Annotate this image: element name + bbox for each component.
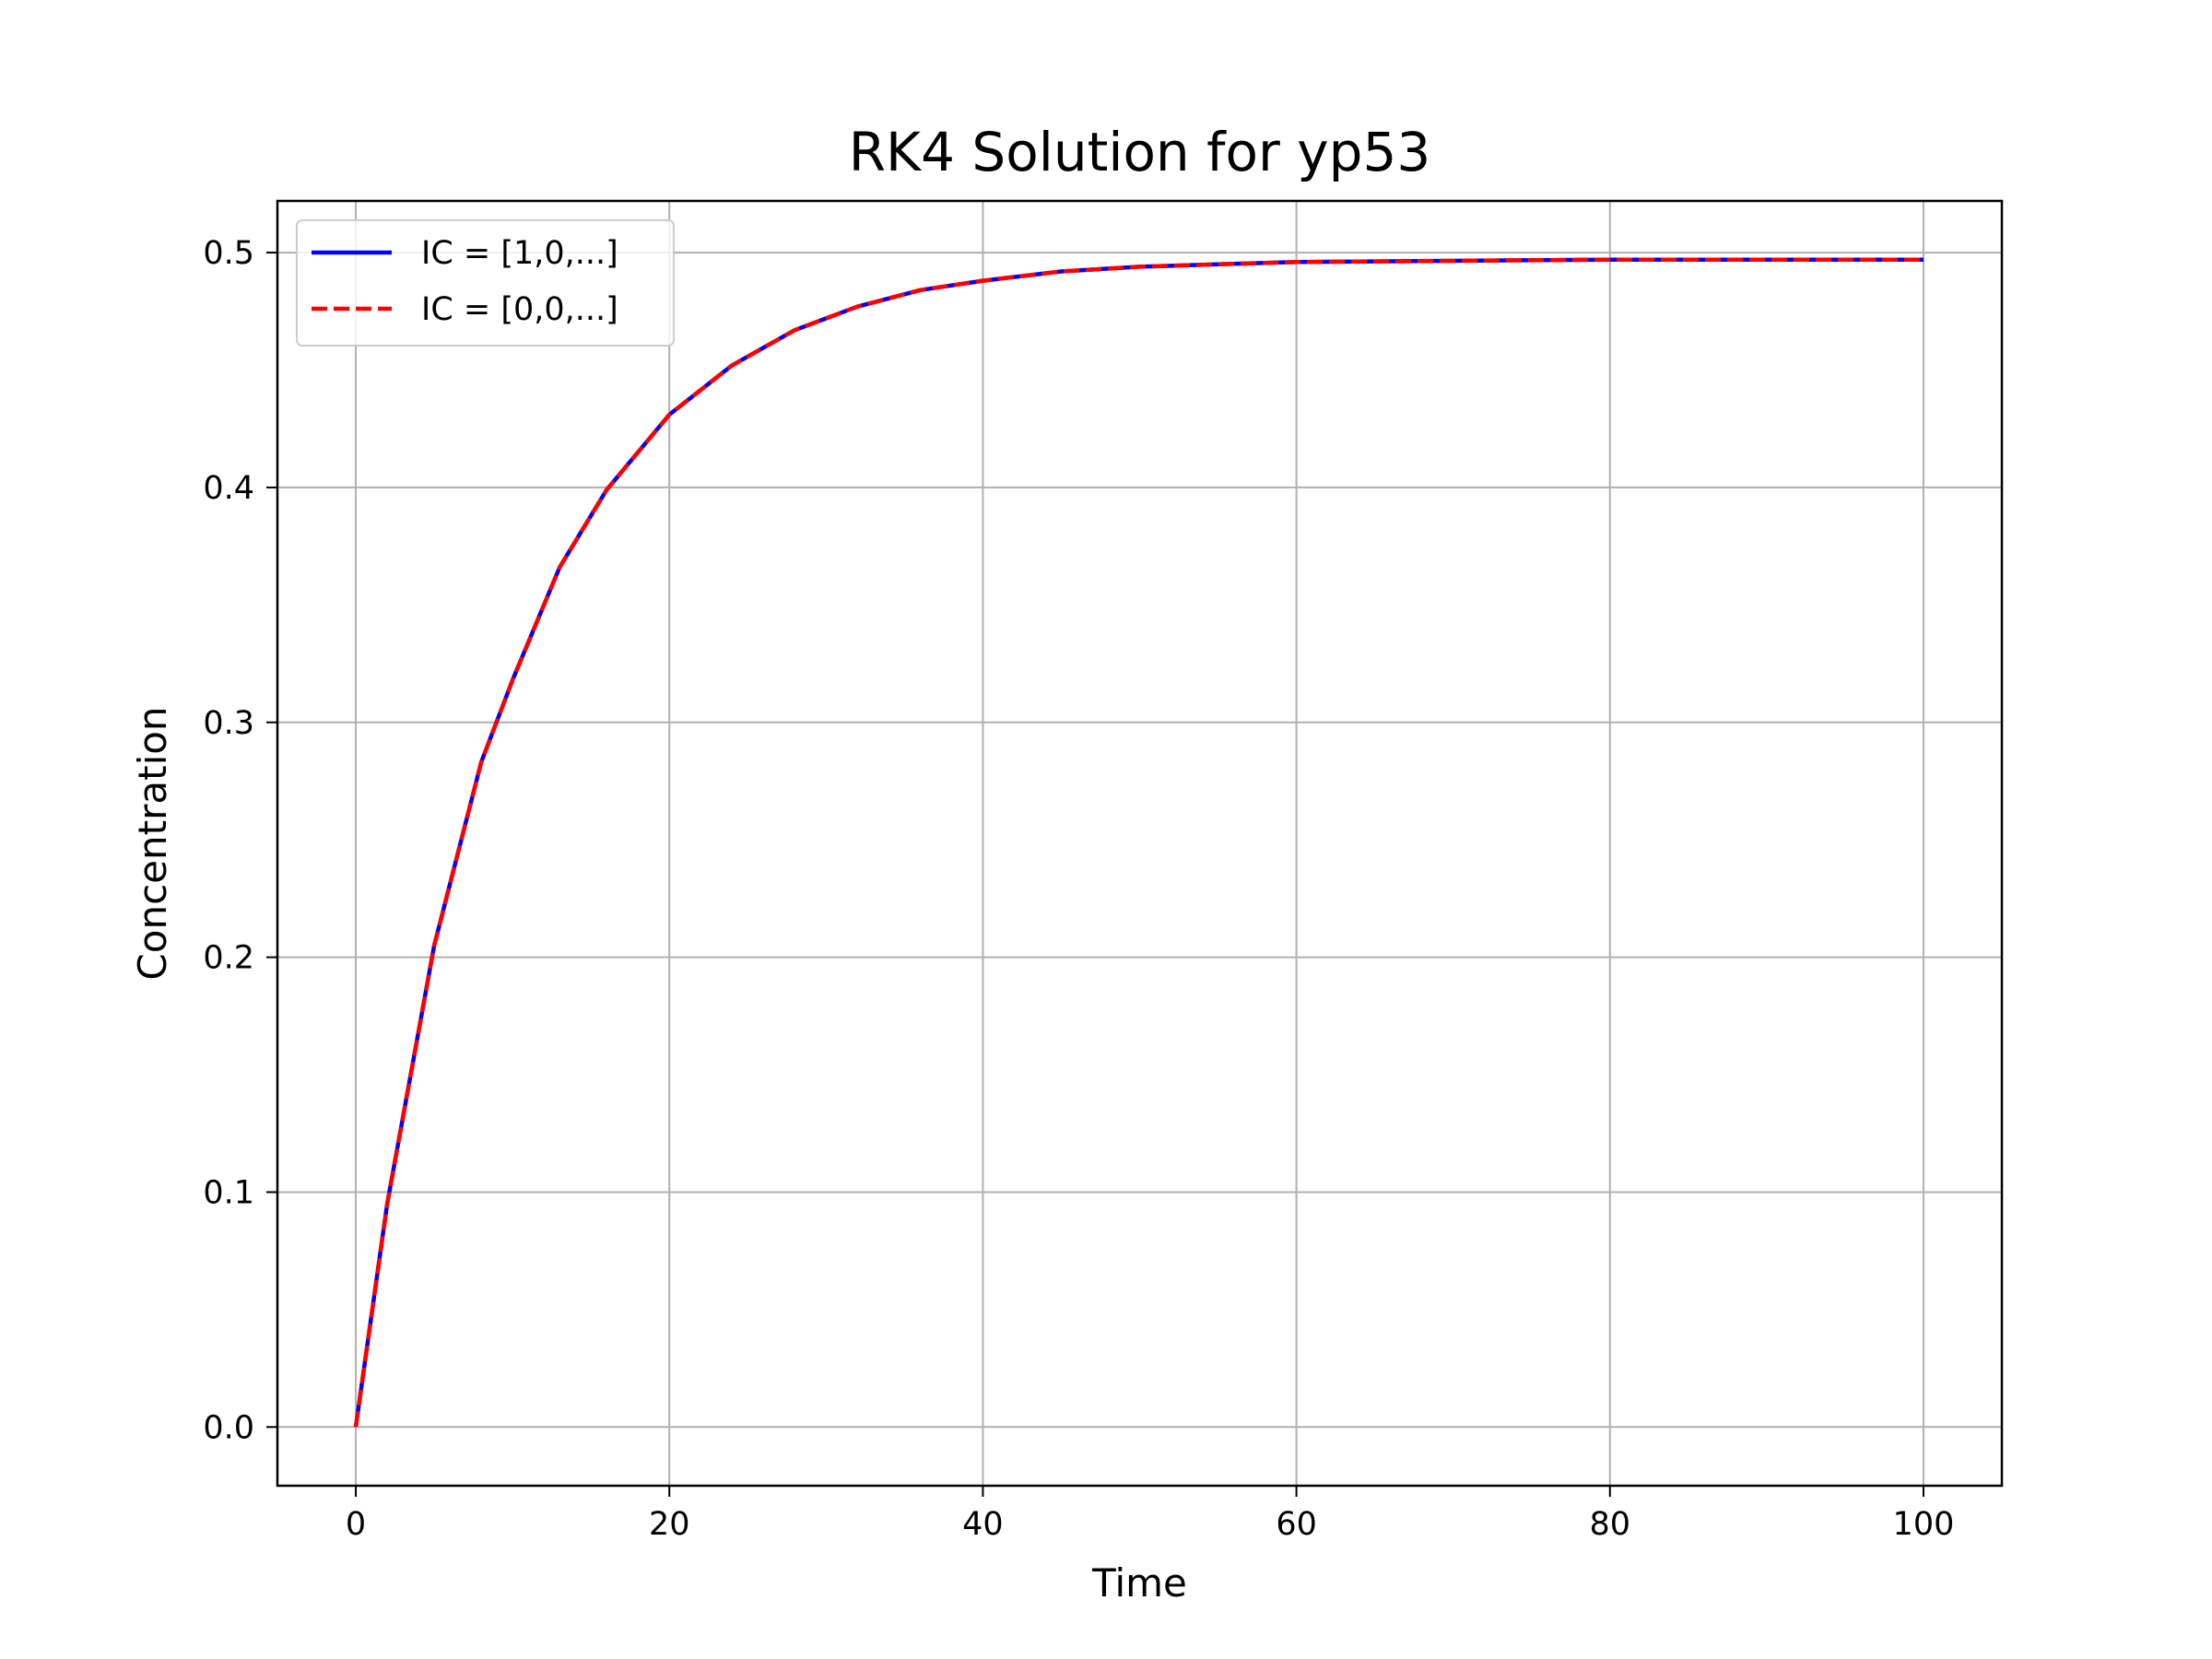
x-tick-label: 20 [649,1506,690,1543]
x-tick-label: 80 [1589,1506,1630,1543]
series-line-2 [353,257,1924,1428]
x-axis-title: Time [1091,1560,1187,1606]
legend: IC = [1,0,...] IC = [0,0,...] [296,219,675,347]
series-layer [353,257,1924,1428]
y-tick-label: 0.3 [203,705,254,742]
chart-title: RK4 Solution for yp53 [849,121,1431,183]
y-tick-label: 0.4 [203,470,254,507]
plot-frame [276,199,2004,1488]
y-tick-label: 0.2 [203,940,254,977]
legend-label-series-1: IC = [1,0,...] [421,235,618,272]
x-tick-label: 100 [1893,1506,1955,1543]
x-tick-label: 40 [962,1506,1004,1543]
ticks: 0 20 40 60 80 100 0.0 0.1 0.2 0.3 0.4 0.5 [203,235,1954,1543]
grid [277,201,2002,1486]
y-tick-label: 0.0 [203,1409,254,1446]
legend-label-series-2: IC = [0,0,...] [421,291,618,328]
y-axis-title: Concentration [130,706,175,980]
y-tick-label: 0.1 [203,1174,254,1211]
x-tick-label: 60 [1276,1506,1317,1543]
y-tick-label: 0.5 [203,235,254,272]
x-tick-label: 0 [346,1506,366,1543]
